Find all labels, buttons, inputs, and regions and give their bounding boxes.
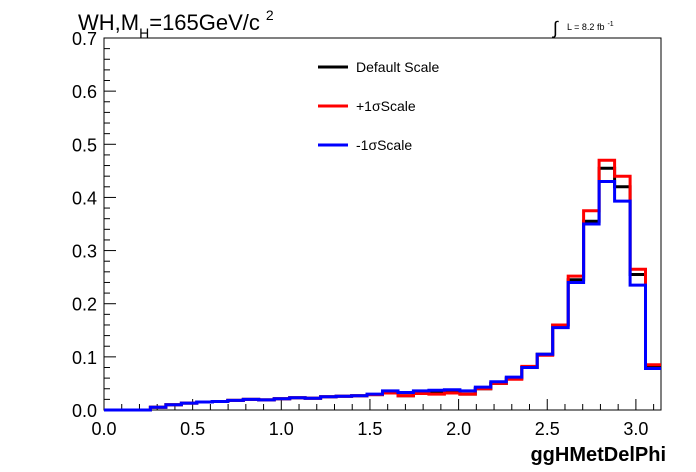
lumi-label: L = 8.2 fb -1	[567, 21, 614, 32]
legend: Default Scale +1σScale -1σScale	[318, 59, 439, 153]
y-tick-label: 0.3	[72, 242, 97, 262]
x-tick-label: 2.0	[446, 419, 471, 439]
x-tick-label: 3.0	[623, 419, 648, 439]
x-axis-label: ggHMetDelPhi	[530, 444, 666, 466]
legend-label-plus: +1σScale	[356, 98, 416, 114]
y-tick-label: 0.0	[72, 401, 97, 421]
legend-label-default: Default Scale	[356, 59, 439, 75]
chart-title: WH,MH=165GeV/c 2	[78, 7, 274, 41]
y-tick-label: 0.1	[72, 348, 97, 368]
legend-label-minus: -1σScale	[356, 137, 412, 153]
y-axis: 0.0 0.1 0.2 0.3 0.4 0.5 0.6 0.7	[72, 29, 116, 421]
y-tick-label: 0.4	[72, 188, 97, 208]
x-tick-label: 0.5	[180, 419, 205, 439]
plot-frame	[103, 37, 662, 411]
y-tick-label: 0.7	[72, 29, 97, 49]
series-line-2	[104, 180, 661, 412]
x-tick-label: 1.5	[357, 419, 382, 439]
lumi-integral: ∫	[551, 18, 559, 38]
x-axis: 0.0 0.5 1.0 1.5 2.0 2.5 3.0	[91, 399, 655, 439]
x-tick-label: 0.0	[91, 419, 116, 439]
y-tick-label: 0.2	[72, 295, 97, 315]
x-tick-label: 2.5	[535, 419, 560, 439]
series-line-0	[104, 166, 661, 412]
x-tick-label: 1.0	[269, 419, 294, 439]
y-tick-label: 0.5	[72, 135, 97, 155]
y-tick-label: 0.6	[72, 82, 97, 102]
series-line-1	[104, 158, 661, 412]
series-lines	[104, 158, 661, 412]
